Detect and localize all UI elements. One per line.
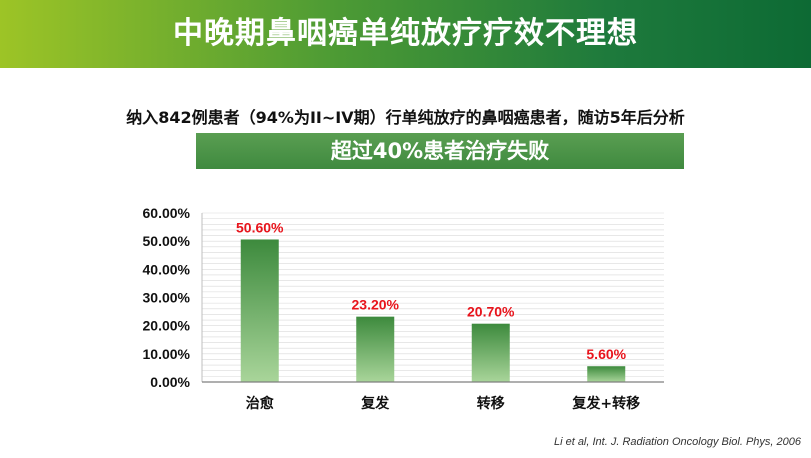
x-tick-label: 转移 (477, 395, 505, 412)
y-tick-label: 30.00% (143, 290, 191, 306)
x-tick-label: 复发+转移 (571, 395, 640, 412)
highlight-text: 超过40%患者治疗失败 (330, 139, 550, 163)
data-label: 20.70% (467, 304, 515, 320)
page-title: 中晚期鼻咽癌单纯放疗疗效不理想 (173, 16, 638, 51)
data-label: 50.60% (236, 219, 284, 235)
x-tick-label: 复发 (360, 395, 390, 412)
title-bar (0, 0, 811, 68)
x-tick-label: 治愈 (246, 395, 275, 412)
bar (471, 323, 510, 382)
y-tick-label: 0.00% (150, 374, 190, 390)
data-label: 5.60% (586, 346, 626, 362)
bar (587, 366, 626, 382)
y-tick-label: 50.00% (143, 233, 191, 249)
bar (240, 239, 279, 382)
y-tick-label: 40.00% (143, 261, 191, 277)
study-description: 纳入842例患者（94%为II~IV期）行单纯放疗的鼻咽癌患者，随访5年后分析 (126, 108, 685, 127)
highlight-banner (196, 133, 684, 169)
data-label: 23.20% (352, 297, 400, 313)
y-tick-label: 20.00% (143, 318, 191, 334)
bar (356, 316, 395, 382)
citation: Li et al, Int. J. Radiation Oncology Bio… (553, 436, 801, 448)
y-tick-label: 10.00% (143, 346, 191, 362)
y-tick-label: 60.00% (143, 205, 191, 221)
